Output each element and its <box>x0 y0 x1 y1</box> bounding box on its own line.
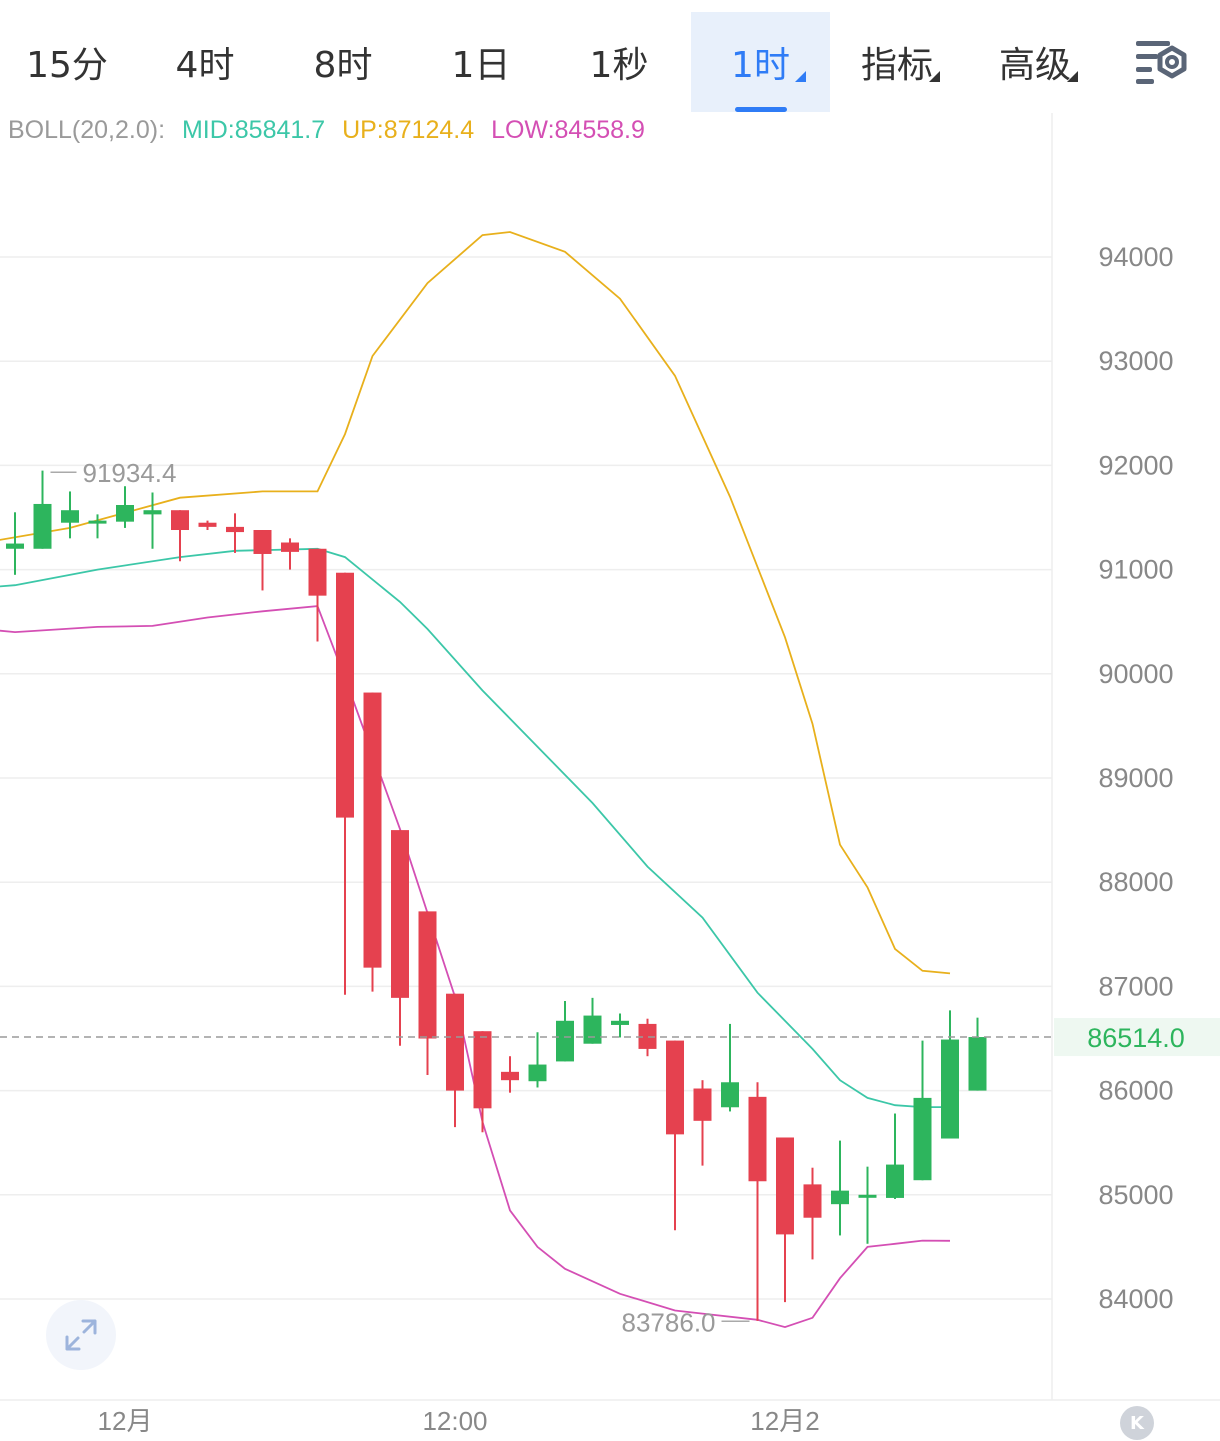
y-tick-label: 90000 <box>1098 659 1173 689</box>
candle-body <box>583 1015 602 1044</box>
x-tick-label: 12月2 <box>750 1406 819 1436</box>
candle-body <box>336 572 354 818</box>
candle-body <box>831 1190 849 1205</box>
tab-7[interactable]: 指标 <box>830 12 964 112</box>
candle-body <box>391 830 409 998</box>
tab-label: 1日 <box>451 45 511 86</box>
candle-body <box>941 1039 959 1139</box>
y-tick-label: 94000 <box>1098 242 1173 272</box>
candle-body <box>528 1064 547 1082</box>
y-tick-label: 86000 <box>1098 1076 1173 1106</box>
tab-label: 8时 <box>313 45 373 86</box>
tab-label: 4时 <box>175 45 235 86</box>
chart-settings-icon[interactable] <box>1134 38 1190 88</box>
candle-body <box>803 1184 822 1218</box>
candlestick-chart[interactable]: 94000 93000 92000 91000 90000 89000 88000 87000… <box>0 113 1220 1441</box>
timeframe-tab-bar: 15分 4时 8时 1日 1秒 1时 指标 高级 <box>0 0 1220 113</box>
boll-lower-band <box>0 605 951 1329</box>
boll-up-value: UP:87124.4 <box>342 116 475 144</box>
candle-body <box>776 1137 794 1235</box>
candle-body <box>33 503 52 549</box>
candle-body <box>418 911 437 1039</box>
candle-body <box>556 1020 574 1062</box>
tab-label: 指标 <box>860 45 933 86</box>
candle-body <box>666 1040 684 1135</box>
candle-body <box>638 1023 657 1049</box>
candle-body <box>198 522 217 527</box>
y-tick-label: 85000 <box>1098 1180 1173 1210</box>
min-price-label: 83786.0 <box>622 1307 716 1337</box>
candle-body <box>913 1097 932 1181</box>
candle-body <box>253 530 272 554</box>
tab-label: 1时 <box>731 45 790 86</box>
candle-body <box>721 1082 739 1108</box>
y-tick-label: 84000 <box>1098 1284 1173 1314</box>
y-tick-label: 91000 <box>1098 555 1173 585</box>
boll-upper-band <box>0 231 951 975</box>
max-price-label: 91934.4 <box>83 458 177 488</box>
candle-body <box>693 1088 712 1121</box>
candle-body <box>226 526 244 533</box>
candle-body <box>363 692 382 968</box>
tab-label: 15分 <box>26 45 108 86</box>
y-tick-label: 92000 <box>1098 450 1173 480</box>
tab-label: 1秒 <box>589 45 649 86</box>
boll-indicator-legend: BOLL(20,2.0): MID:85841.7 UP:87124.4 LOW… <box>8 116 655 145</box>
x-tick-label: 12月 <box>98 1406 153 1436</box>
boll-low-value: LOW:84558.9 <box>491 116 645 144</box>
k-logo-icon[interactable]: K <box>1120 1406 1154 1440</box>
candle-body <box>88 520 107 524</box>
tab-3[interactable]: 8时 <box>276 12 410 112</box>
candle-body <box>308 548 327 596</box>
y-tick-label: 89000 <box>1098 763 1173 793</box>
tab-1[interactable]: 15分 <box>0 12 134 112</box>
candle-body <box>446 993 464 1091</box>
candle-body <box>61 510 79 523</box>
dropdown-triangle-icon <box>929 71 940 82</box>
tab-8[interactable]: 高级 <box>968 12 1102 112</box>
tab-2[interactable]: 4时 <box>138 12 272 112</box>
active-tab-indicator <box>734 107 787 112</box>
candle-body <box>116 504 134 522</box>
candle-body <box>501 1071 519 1081</box>
candle-body <box>143 510 162 515</box>
tab-5[interactable]: 1秒 <box>552 12 686 112</box>
boll-mid-band <box>0 547 950 1108</box>
candle-body <box>473 1031 492 1109</box>
tab-label: 高级 <box>998 45 1071 86</box>
last-price-box <box>1054 1018 1220 1057</box>
candle-body <box>171 510 189 531</box>
candle-body <box>886 1164 904 1198</box>
x-tick-label: 12:00 <box>422 1406 487 1436</box>
tab-4[interactable]: 1日 <box>414 12 548 112</box>
tab-6[interactable]: 1时 <box>691 12 830 112</box>
boll-mid-value: MID:85841.7 <box>181 116 326 144</box>
candle-body <box>6 543 24 549</box>
candle-body <box>968 1037 987 1091</box>
dropdown-triangle-icon <box>1067 71 1078 82</box>
candle-body <box>858 1194 877 1198</box>
y-tick-label: 93000 <box>1098 346 1173 376</box>
y-tick-label: 87000 <box>1098 971 1173 1001</box>
dropdown-triangle-icon <box>795 71 806 82</box>
last-price-label: 86514.0 <box>1087 1023 1185 1053</box>
y-tick-label: 88000 <box>1098 867 1173 897</box>
candle-body <box>281 542 299 552</box>
candle-body <box>748 1096 767 1182</box>
expand-arrows-icon[interactable] <box>46 1300 116 1370</box>
candle-body <box>611 1020 629 1025</box>
boll-name: BOLL(20,2.0): <box>8 116 166 144</box>
